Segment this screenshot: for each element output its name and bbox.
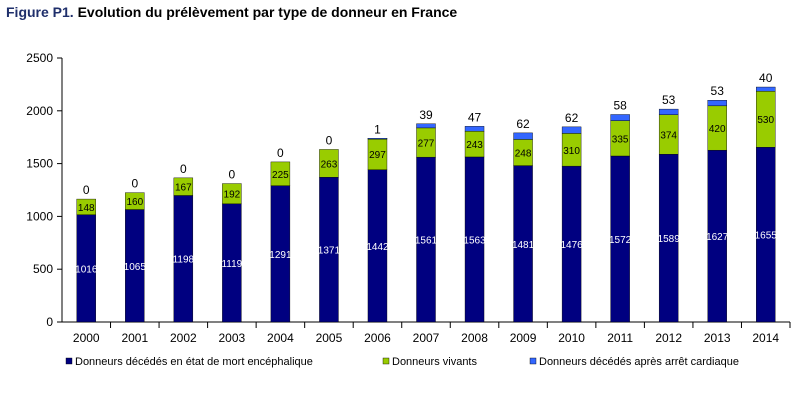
y-tick-label: 500 xyxy=(33,262,53,276)
bar-segment xyxy=(416,123,436,129)
data-label: 62 xyxy=(516,117,530,131)
bar-segment xyxy=(756,86,776,92)
bars: 1016 148 0 1065 160 0 1198 167 0 1119 192 0 1291 225 0… xyxy=(75,71,778,323)
x-tick-label: 2002 xyxy=(170,331,197,345)
data-label: 148 xyxy=(78,203,95,214)
y-tick-label: 1000 xyxy=(26,209,53,223)
data-label: 1198 xyxy=(173,255,195,266)
data-label: 39 xyxy=(419,108,433,122)
figure-label: Figure P1. xyxy=(6,4,74,20)
y-tick-label: 0 xyxy=(46,315,53,329)
bar-segment xyxy=(76,198,96,215)
data-label: 1371 xyxy=(318,246,341,257)
bar-segment xyxy=(222,183,242,205)
data-label: 420 xyxy=(709,124,726,135)
y-tick-label: 1500 xyxy=(26,157,53,171)
data-label: 263 xyxy=(321,159,338,170)
data-label: 1561 xyxy=(415,236,438,247)
legend-swatch xyxy=(529,357,537,365)
data-label: 0 xyxy=(131,177,138,191)
data-label: 374 xyxy=(660,130,677,141)
data-label: 1065 xyxy=(124,262,147,273)
legend-swatch xyxy=(65,357,73,365)
legend-label: Donneurs vivants xyxy=(392,356,477,368)
bar-segment xyxy=(707,100,727,107)
data-label: 1119 xyxy=(221,259,242,270)
x-tick-label: 2014 xyxy=(752,331,779,345)
bar-segment xyxy=(125,192,145,210)
bar-segment xyxy=(319,149,339,178)
x-tick-label: 2001 xyxy=(121,331,148,345)
data-label: 160 xyxy=(126,197,143,208)
x-tick-label: 2012 xyxy=(655,331,682,345)
data-label: 53 xyxy=(662,93,676,107)
x-tick-label: 2008 xyxy=(461,331,488,345)
x-tick-label: 2013 xyxy=(704,331,731,345)
x-tick-label: 2003 xyxy=(219,331,246,345)
legend-label: Donneurs décédés après arrêt cardiaque xyxy=(539,356,739,368)
legend-label: Donneurs décédés en état de mort encépha… xyxy=(75,356,313,368)
data-label: 0 xyxy=(180,162,187,176)
bar-segment xyxy=(367,138,388,140)
data-label: 1481 xyxy=(512,240,535,251)
x-tick-label: 2010 xyxy=(558,331,585,345)
data-label: 1627 xyxy=(706,232,729,243)
x-tick-label: 2004 xyxy=(267,331,294,345)
data-label: 0 xyxy=(83,183,90,197)
x-tick-label: 2009 xyxy=(510,331,537,345)
bar-segment xyxy=(173,177,194,196)
data-label: 335 xyxy=(612,134,629,145)
data-label: 167 xyxy=(175,183,192,194)
data-label: 58 xyxy=(613,98,627,112)
data-label: 1442 xyxy=(366,242,389,253)
data-label: 1563 xyxy=(463,235,486,246)
data-label: 53 xyxy=(711,84,725,98)
data-label: 0 xyxy=(326,133,333,147)
x-tick-label: 2006 xyxy=(364,331,391,345)
data-label: 248 xyxy=(515,149,532,160)
bar-segment xyxy=(270,161,291,186)
x-axis: 2000 2001 2002 2003 2004 2005 2006 2007 2008 2009… xyxy=(62,321,791,345)
x-tick-label: 2011 xyxy=(607,331,633,345)
x-tick-label: 2005 xyxy=(316,331,343,345)
data-label: 277 xyxy=(418,139,435,150)
data-label: 225 xyxy=(272,170,289,181)
x-tick-label: 2007 xyxy=(413,331,440,345)
y-tick-label: 2500 xyxy=(26,51,53,65)
data-label: 530 xyxy=(757,115,774,126)
bar-segment xyxy=(464,126,485,132)
y-axis: 0 500 1000 1500 2000 2500 xyxy=(26,51,63,329)
data-label: 62 xyxy=(565,111,579,125)
data-label: 0 xyxy=(277,146,284,160)
y-tick-label: 2000 xyxy=(26,104,53,118)
data-label: 1589 xyxy=(658,234,681,245)
bar-segment xyxy=(610,114,630,121)
figure-title: Evolution du prélèvement par type de don… xyxy=(77,4,458,20)
data-label: 40 xyxy=(759,71,773,85)
x-tick-label: 2000 xyxy=(73,331,100,345)
legend: Donneurs décédés en état de mort encépha… xyxy=(65,356,739,368)
data-label: 1655 xyxy=(755,231,778,242)
data-label: 1 xyxy=(374,122,381,136)
data-label: 1291 xyxy=(269,250,292,261)
data-label: 1572 xyxy=(609,235,632,246)
legend-swatch xyxy=(382,357,390,365)
data-label: 47 xyxy=(468,110,482,124)
data-label: 0 xyxy=(229,168,236,182)
bar-segment xyxy=(513,132,533,140)
data-label: 192 xyxy=(224,190,241,201)
chart-title: Figure P1. Evolution du prélèvement par … xyxy=(6,4,457,20)
data-label: 1016 xyxy=(75,264,98,275)
bar-segment xyxy=(658,108,679,115)
data-label: 297 xyxy=(369,150,386,161)
data-label: 310 xyxy=(563,146,580,157)
data-label: 243 xyxy=(466,140,483,151)
bar-segment xyxy=(561,126,582,134)
data-label: 1476 xyxy=(560,240,583,251)
